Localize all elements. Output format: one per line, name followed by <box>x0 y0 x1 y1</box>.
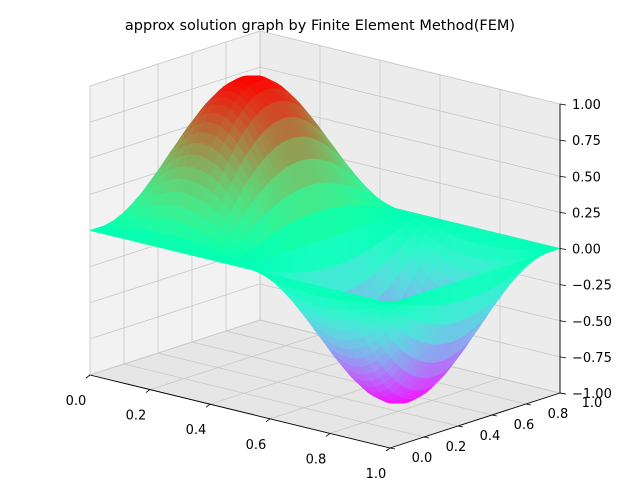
z-tick-mark <box>559 392 567 395</box>
y-tick-mark <box>457 425 464 428</box>
y-tick-label: 0.4 <box>480 429 501 444</box>
z-tick-label: −1.00 <box>572 387 612 402</box>
y-tick-label: 0.2 <box>446 440 467 455</box>
z-tick-label: −0.75 <box>572 351 612 366</box>
x-tick-label: 1.0 <box>366 467 387 480</box>
x-tick-label: 0.4 <box>186 423 207 438</box>
grid-line-z <box>89 30 561 105</box>
y-tick-mark <box>525 403 532 406</box>
z-tick-mark <box>559 175 567 178</box>
x-tick-mark <box>265 418 271 423</box>
x-tick-mark <box>205 403 211 408</box>
z-tick-mark <box>559 284 567 287</box>
y-tick-label: 0.6 <box>514 418 535 433</box>
x-tick-label: 0.2 <box>126 409 147 424</box>
z-tick-mark <box>559 248 567 250</box>
chart-title: approx solution graph by Finite Element … <box>125 18 515 34</box>
y-axis-line <box>389 392 561 449</box>
z-tick-mark <box>559 103 567 106</box>
z-tick-label: −0.50 <box>572 315 612 330</box>
x-tick-mark <box>385 447 391 452</box>
z-tick-mark <box>559 211 567 214</box>
y-tick-label: 0.0 <box>412 451 433 466</box>
grid-line-z <box>89 66 561 141</box>
z-tick-label: −0.25 <box>572 279 612 294</box>
x-tick-mark <box>325 433 331 437</box>
z-tick-mark <box>559 139 567 142</box>
surface-patch <box>381 301 396 304</box>
x-tick-mark <box>85 374 91 379</box>
grid-line-z <box>89 319 561 394</box>
z-tick-label: 0.50 <box>572 170 601 185</box>
y-tick-label: 0.8 <box>548 407 569 422</box>
z-tick-label: 0.00 <box>572 243 601 258</box>
z-tick-label: 0.25 <box>572 206 601 221</box>
tick-labels: 0.00.20.40.60.81.00.00.20.40.60.81.0−1.0… <box>66 98 612 480</box>
x-tick-mark <box>145 389 151 393</box>
y-tick-label: 1.0 <box>582 396 603 411</box>
y-tick-mark <box>491 414 498 417</box>
x-axis-line <box>89 374 391 449</box>
z-tick-mark <box>559 320 567 323</box>
z-tick-label: 1.00 <box>572 98 601 113</box>
z-tick-mark <box>559 356 567 359</box>
x-tick-label: 0.6 <box>246 438 267 453</box>
y-tick-mark <box>389 447 396 450</box>
surface-mesh <box>89 75 561 404</box>
y-tick-mark <box>423 436 430 439</box>
x-tick-label: 0.0 <box>66 394 87 409</box>
x-tick-label: 0.8 <box>306 452 327 467</box>
z-tick-label: 0.75 <box>572 134 601 149</box>
